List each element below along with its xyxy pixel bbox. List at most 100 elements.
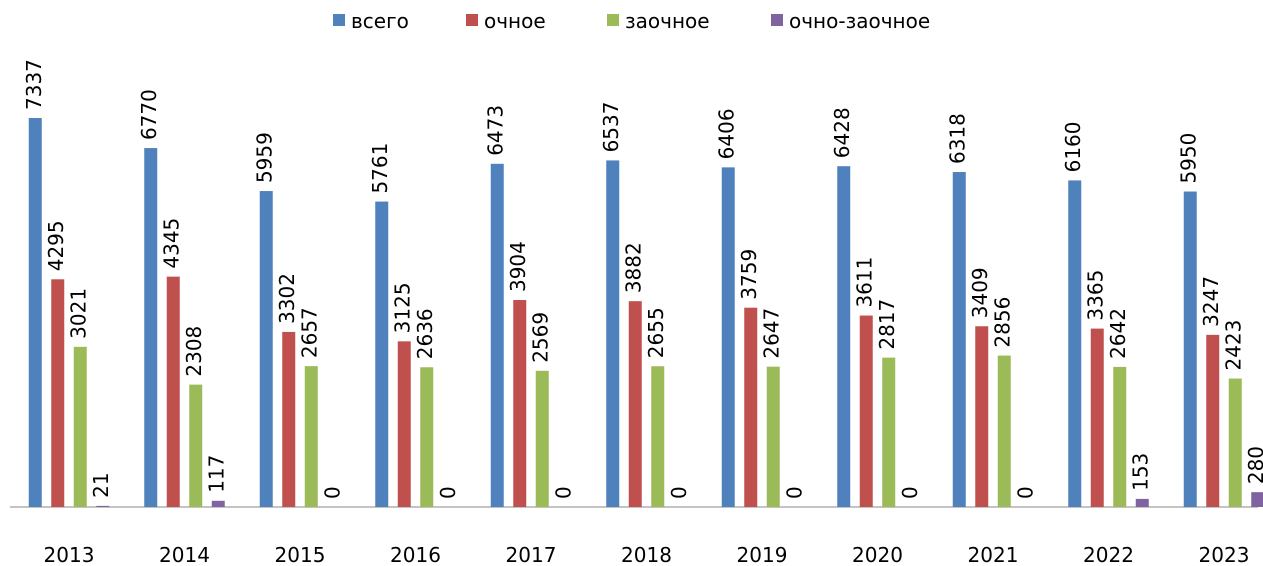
bar — [259, 191, 273, 507]
data-label: 3904 — [506, 241, 530, 292]
data-label: 6473 — [484, 105, 508, 156]
data-label: 21 — [89, 472, 113, 497]
bar — [535, 370, 549, 507]
bar — [975, 326, 989, 507]
bar — [375, 201, 389, 507]
legend-swatch — [771, 14, 783, 26]
bar — [304, 366, 318, 507]
data-label: 0 — [551, 486, 575, 499]
legend-swatch — [466, 14, 478, 26]
legend-label: всего — [351, 9, 409, 33]
x-tick-label: 2020 — [852, 543, 903, 566]
data-label: 3365 — [1084, 270, 1108, 321]
bar — [606, 160, 620, 507]
data-label: 0 — [782, 486, 806, 499]
bar — [628, 301, 642, 507]
bar — [73, 346, 87, 507]
bar — [997, 355, 1011, 507]
data-label: 2423 — [1222, 320, 1246, 371]
data-label: 5950 — [1177, 133, 1201, 184]
bar — [651, 366, 665, 507]
bar — [1135, 498, 1149, 507]
bar — [721, 167, 735, 507]
legend-label: заочное — [625, 9, 710, 33]
bar — [420, 367, 434, 507]
bar — [1090, 328, 1104, 507]
bar — [144, 148, 158, 507]
data-label: 2636 — [413, 308, 437, 359]
bar — [1068, 180, 1082, 507]
data-label: 280 — [1244, 446, 1263, 484]
data-label: 6770 — [137, 89, 161, 140]
data-label: 3409 — [968, 267, 992, 318]
data-label: 0 — [436, 486, 460, 499]
data-label: 5761 — [368, 143, 392, 194]
bar — [166, 276, 180, 507]
bar — [837, 166, 851, 507]
bar — [513, 300, 527, 507]
bar — [859, 315, 873, 507]
data-label: 2655 — [644, 307, 668, 358]
data-label: 2647 — [760, 308, 784, 359]
data-label: 0 — [320, 486, 344, 499]
data-label: 2642 — [1106, 308, 1130, 359]
data-label: 0 — [898, 486, 922, 499]
bar — [397, 341, 411, 507]
data-label: 4295 — [44, 220, 68, 271]
bar — [282, 331, 296, 507]
x-tick-label: 2014 — [159, 543, 210, 566]
x-tick-label: 2022 — [1083, 543, 1134, 566]
data-label: 6537 — [599, 102, 623, 153]
x-tick-label: 2019 — [737, 543, 788, 566]
data-label: 3125 — [391, 282, 415, 333]
bar — [1113, 366, 1127, 507]
data-label: 7337 — [22, 59, 46, 110]
legend-swatch — [333, 14, 345, 26]
data-label: 0 — [667, 486, 691, 499]
bar — [1206, 334, 1220, 507]
bar — [1251, 492, 1263, 507]
data-label: 3611 — [853, 257, 877, 308]
bar — [28, 118, 42, 507]
data-label: 0 — [1013, 486, 1037, 499]
bar — [1183, 191, 1197, 507]
data-label: 2657 — [298, 307, 322, 358]
bar — [766, 366, 780, 507]
bar — [882, 357, 896, 507]
bar — [490, 163, 504, 508]
x-tick-label: 2013 — [44, 543, 95, 566]
data-label: 2817 — [875, 299, 899, 350]
data-label: 2856 — [991, 297, 1015, 348]
data-label: 3302 — [275, 273, 299, 324]
data-label: 5959 — [253, 132, 277, 183]
data-label: 2569 — [529, 312, 553, 363]
data-label: 117 — [205, 455, 229, 493]
bar — [1228, 378, 1242, 507]
data-label: 153 — [1129, 453, 1153, 491]
bar — [952, 172, 966, 507]
bar — [189, 384, 203, 507]
data-label: 3882 — [622, 242, 646, 293]
legend-swatch — [607, 14, 619, 26]
bar — [51, 279, 65, 507]
x-tick-label: 2015 — [275, 543, 326, 566]
data-label: 3021 — [67, 288, 91, 339]
x-tick-label: 2017 — [506, 543, 557, 566]
data-label: 3247 — [1199, 276, 1223, 327]
bar — [744, 307, 758, 507]
legend-label: очно-заочное — [789, 9, 930, 33]
data-label: 2308 — [182, 326, 206, 377]
data-label: 4345 — [160, 218, 184, 269]
x-tick-label: 2021 — [968, 543, 1019, 566]
x-tick-label: 2016 — [390, 543, 441, 566]
data-label: 6406 — [715, 108, 739, 159]
data-label: 6318 — [946, 113, 970, 164]
data-label: 3759 — [737, 249, 761, 300]
x-tick-label: 2023 — [1199, 543, 1250, 566]
legend-label: очное — [484, 9, 546, 33]
bar — [211, 500, 225, 507]
bar — [96, 505, 110, 507]
x-tick-label: 2018 — [621, 543, 672, 566]
data-label: 6160 — [1061, 121, 1085, 172]
